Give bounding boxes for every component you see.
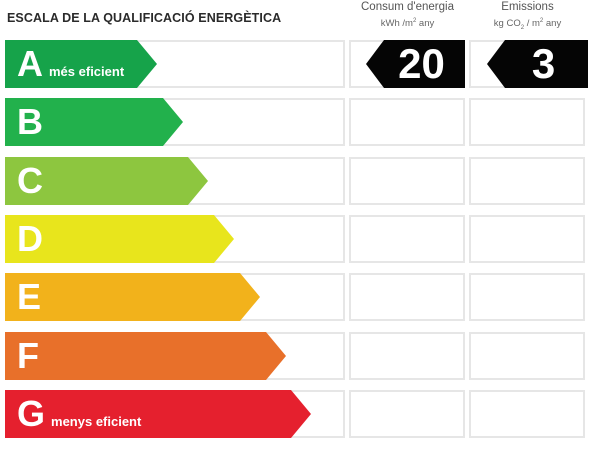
rating-letter: F (17, 335, 39, 376)
emissions-cell-b (469, 98, 585, 146)
emissions-cell-c (469, 157, 585, 205)
rating-description: menys eficient (51, 413, 142, 429)
emissions-cell-g (469, 390, 585, 438)
consumption-cell-f (349, 332, 465, 380)
rating-bar-e: E (5, 273, 260, 321)
consumption-cell-g (349, 390, 465, 438)
consumption-cell-d (349, 215, 465, 263)
rating-bar-f: F (5, 332, 286, 380)
consumption-title: Consum d'energia (361, 1, 454, 13)
consumption-cell-b (349, 98, 465, 146)
emissions-unit: kg CO2 / m2 any (493, 18, 562, 32)
rating-letter: B (17, 101, 43, 142)
emissions-cell-d (469, 215, 585, 263)
emissions-title: Emissions (501, 1, 554, 13)
emissions-indicator: 3 (487, 40, 588, 88)
emissions-header: Emissions kg CO2 / m2 any (470, 0, 585, 35)
consumption-indicator: 20 (366, 40, 465, 88)
rating-letter: G (17, 393, 46, 434)
rating-letter: C (17, 160, 43, 201)
consumption-cell-c (349, 157, 465, 205)
rating-letter: E (17, 276, 42, 317)
scale-title: ESCALA DE LA QUALIFICACIÓ ENERGÈTICA (7, 11, 282, 25)
consumption-header: Consum d'energia kWh /m2 any (350, 0, 465, 31)
consumption-cell-e (349, 273, 465, 321)
emissions-cell-e (469, 273, 585, 321)
emissions-cell-f (469, 332, 585, 380)
consumption-unit: kWh /m2 any (380, 18, 435, 30)
rating-letter: D (17, 218, 43, 259)
rating-description: més eficient (49, 63, 125, 79)
rating-bar-c: C (5, 157, 208, 205)
rating-bar-d: D (5, 215, 234, 263)
rating-letter: A (17, 43, 43, 84)
rating-bar-b: B (5, 98, 183, 146)
